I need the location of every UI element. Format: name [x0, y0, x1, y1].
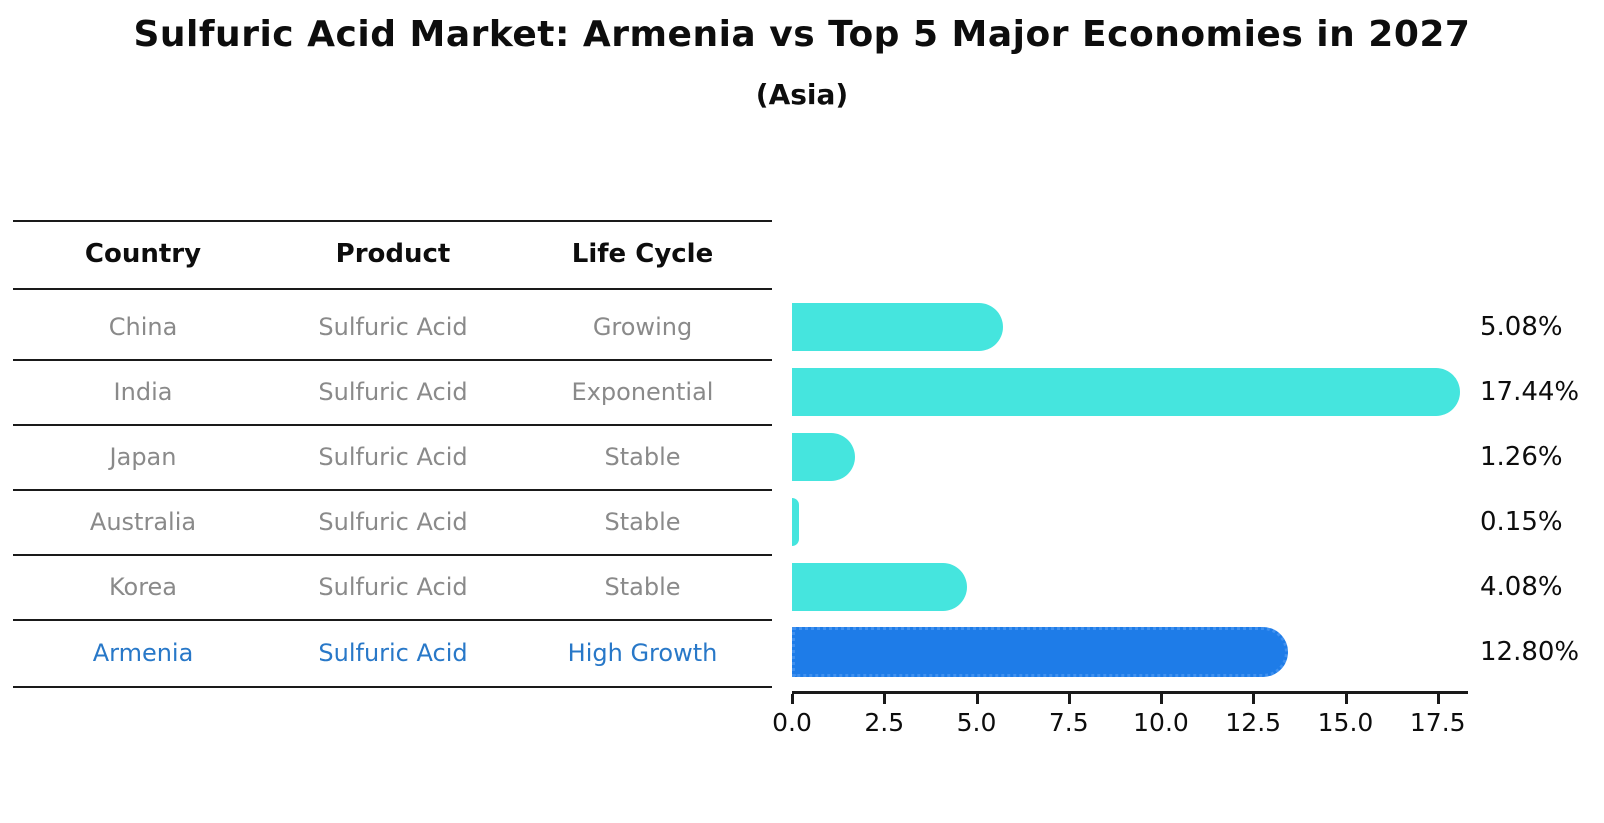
x-axis-tick-label: 10.0 — [1133, 708, 1189, 737]
x-axis-tick-label: 15.0 — [1317, 708, 1374, 737]
chart-subtitle: (Asia) — [755, 78, 849, 111]
x-axis-tick — [883, 694, 887, 704]
header-life-cycle: Life Cycle — [571, 239, 714, 269]
value-label: 17.44% — [1480, 377, 1580, 407]
x-axis-tick-label: 5.0 — [956, 708, 997, 737]
x-axis-tick-label: 7.5 — [1048, 708, 1089, 737]
bar-australia — [792, 498, 800, 546]
cell-life-cycle: Stable — [604, 573, 681, 601]
bar-armenia-highlighted — [792, 627, 1289, 677]
x-axis-tick — [1252, 694, 1256, 704]
value-label: 4.08% — [1480, 572, 1563, 602]
table-row-india: India Sulfuric Acid Exponential — [13, 360, 772, 424]
x-axis-tick-label: 12.5 — [1225, 708, 1282, 737]
cell-life-cycle: Stable — [604, 443, 681, 471]
cell-product: Sulfuric Acid — [318, 639, 468, 667]
bar-korea — [792, 563, 967, 611]
x-axis-tick — [1436, 694, 1440, 704]
x-axis-tick-label: 2.5 — [864, 708, 905, 737]
value-label: 5.08% — [1480, 312, 1563, 342]
cell-country: Armenia — [92, 639, 194, 667]
table-header-divider — [13, 288, 772, 290]
table-header-row: Country Product Life Cycle — [13, 222, 772, 286]
table-row-australia: Australia Sulfuric Acid Stable — [13, 490, 772, 554]
cell-country: India — [113, 378, 173, 406]
cell-product: Sulfuric Acid — [318, 508, 468, 536]
x-axis-tick-label: 0.0 — [772, 708, 812, 737]
x-axis-tick — [791, 694, 794, 704]
cell-country: Korea — [108, 573, 178, 601]
cell-country: China — [108, 313, 178, 341]
table-border-bottom — [13, 686, 772, 688]
row-divider — [13, 489, 772, 491]
cell-country: Australia — [89, 508, 197, 536]
row-divider — [13, 554, 772, 556]
value-label: 0.15% — [1480, 507, 1563, 537]
cell-life-cycle: Exponential — [571, 378, 714, 406]
table-border-top — [13, 220, 772, 222]
cell-life-cycle: Growing — [592, 313, 693, 341]
cell-product: Sulfuric Acid — [318, 443, 468, 471]
table-row-japan: Japan Sulfuric Acid Stable — [13, 425, 772, 489]
header-country: Country — [84, 239, 202, 269]
cell-life-cycle: High Growth — [567, 639, 718, 667]
x-axis-tick — [1160, 694, 1163, 704]
chart-title: Sulfuric Acid Market: Armenia vs Top 5 M… — [133, 14, 1471, 55]
x-axis-tick — [1344, 694, 1348, 704]
value-label: 1.26% — [1480, 442, 1563, 472]
x-axis-tick — [975, 694, 979, 704]
table-row-china: China Sulfuric Acid Growing — [13, 295, 772, 359]
table-row-korea: Korea Sulfuric Acid Stable — [13, 555, 772, 619]
row-divider — [13, 359, 772, 361]
cell-product: Sulfuric Acid — [318, 313, 468, 341]
table-row-armenia: Armenia Sulfuric Acid High Growth — [13, 621, 772, 685]
row-divider — [13, 619, 772, 621]
bar-india — [792, 368, 1460, 416]
row-divider — [13, 424, 772, 426]
cell-product: Sulfuric Acid — [318, 378, 468, 406]
x-axis-tick — [1067, 694, 1071, 704]
cell-product: Sulfuric Acid — [318, 573, 468, 601]
value-label: 12.80% — [1480, 637, 1580, 667]
x-axis-line — [792, 691, 1468, 694]
bar-china — [792, 303, 1004, 351]
cell-life-cycle: Stable — [604, 508, 681, 536]
bar-japan — [792, 433, 855, 481]
cell-country: Japan — [109, 443, 177, 471]
header-product: Product — [335, 239, 451, 269]
x-axis-tick-label: 17.5 — [1409, 708, 1466, 737]
